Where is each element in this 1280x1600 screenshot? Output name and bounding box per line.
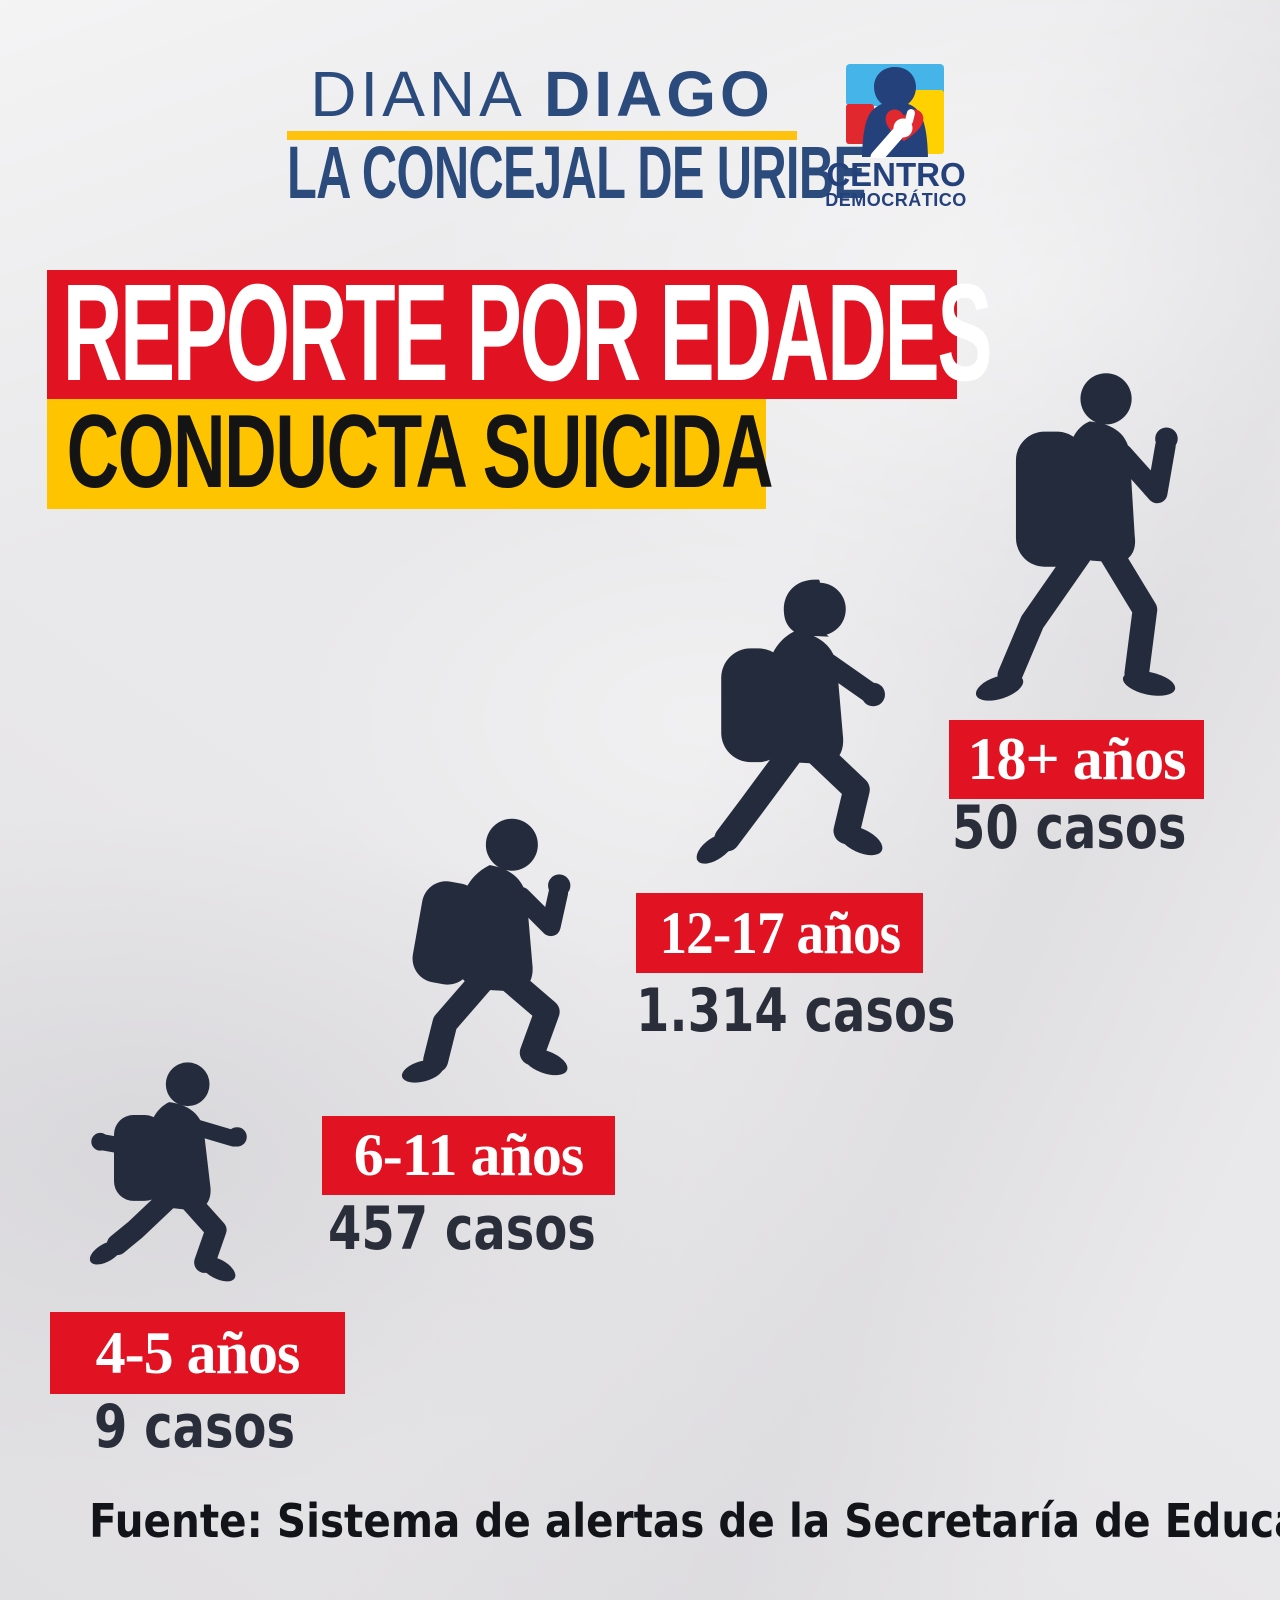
source-line: Fuente: Sistema de alertas de la Secreta… xyxy=(0,1494,1280,1548)
brand-tagline-text: LA CONCEJAL DE URIBE xyxy=(287,131,866,214)
header: DIANA DIAGO LA CONCEJAL DE URIBE xyxy=(287,58,866,210)
adult-18plus-silhouette xyxy=(975,373,1178,701)
age-label-text: 4-5 años xyxy=(95,1319,301,1386)
title-banner-red: REPORTE POR EDADES xyxy=(47,264,993,402)
cases-count-4-5: 9 casos xyxy=(94,1392,296,1462)
brand-first-name: DIANA xyxy=(310,58,523,130)
age-label-text: 18+ años xyxy=(967,726,1187,792)
party-name-line2: DEMOCRÁTICO xyxy=(825,190,967,210)
age-label-6-11: 6-11 años xyxy=(322,1116,615,1195)
age-label-text: 12-17 años xyxy=(659,899,901,966)
brand-name: DIANA DIAGO xyxy=(287,58,797,130)
cases-count-12-17: 1.314 casos xyxy=(636,976,956,1046)
child-6-11-silhouette xyxy=(401,818,571,1083)
brand-tagline: LA CONCEJAL DE URIBE xyxy=(287,136,866,210)
cases-count-6-11: 457 casos xyxy=(328,1194,596,1264)
age-label-18plus: 18+ años xyxy=(949,720,1204,799)
brand-underline xyxy=(287,131,797,140)
party-name-line1: CENTRO xyxy=(826,156,966,193)
child-4-5-silhouette xyxy=(89,1062,247,1282)
cases-count-18plus: 50 casos xyxy=(952,793,1187,863)
title-banner-yellow: CONDUCTA SUICIDA xyxy=(47,399,774,509)
source-text: Fuente: Sistema de alertas de la Secreta… xyxy=(89,1494,1280,1548)
title-line2: CONDUCTA SUICIDA xyxy=(66,394,774,510)
age-label-4-5: 4-5 años xyxy=(50,1312,345,1394)
age-label-text: 6-11 años xyxy=(353,1122,584,1188)
teen-12-17-silhouette xyxy=(696,579,885,864)
age-label-12-17: 12-17 años xyxy=(636,893,923,973)
party-emblem-icon xyxy=(846,64,944,158)
brand-last-name: DIAGO xyxy=(544,58,774,130)
title-line1: REPORTE POR EDADES xyxy=(62,256,993,410)
